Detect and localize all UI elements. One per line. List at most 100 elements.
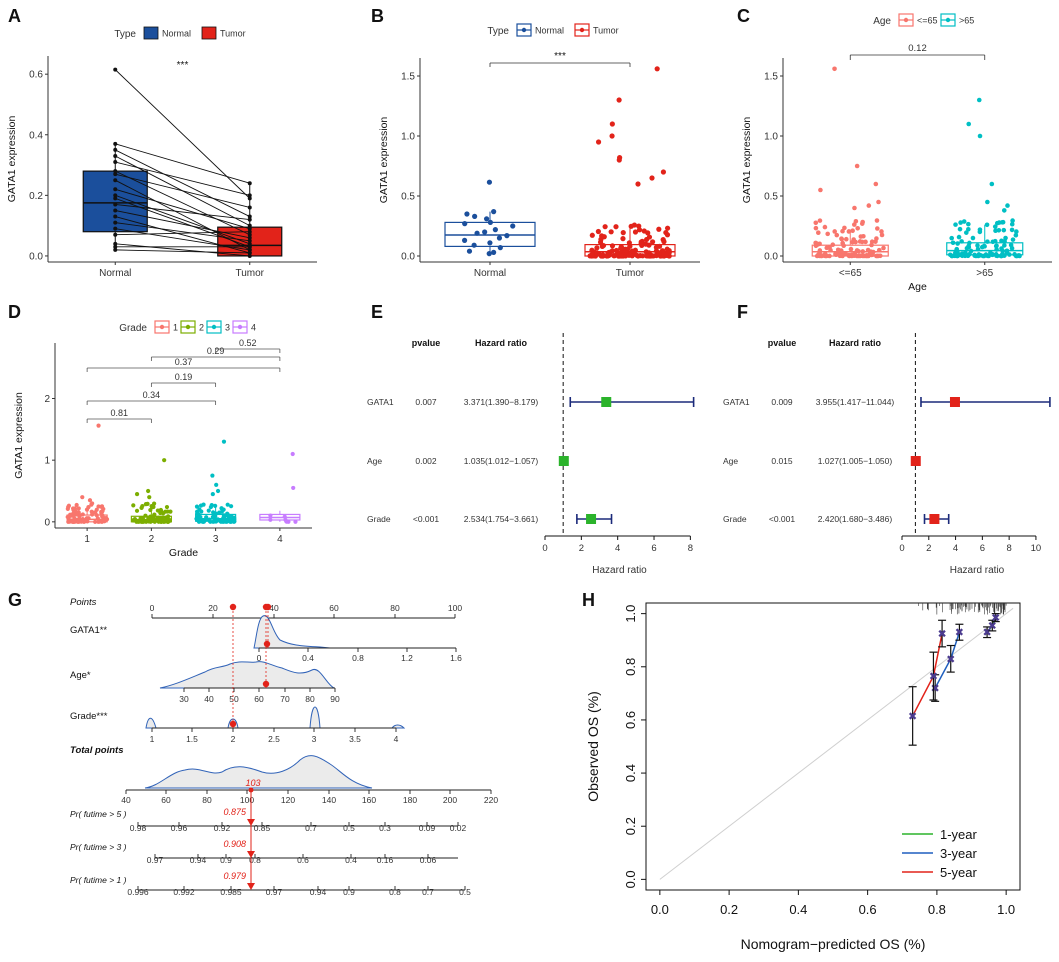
paired-point bbox=[247, 181, 252, 186]
jitter-point bbox=[661, 239, 667, 245]
nomogram-point-marker bbox=[229, 603, 237, 611]
legend-label: 3-year bbox=[940, 846, 978, 861]
jitter-point bbox=[975, 243, 980, 248]
jitter-point bbox=[74, 502, 79, 508]
jitter-point bbox=[851, 237, 856, 242]
legend-swatch-dot bbox=[185, 324, 191, 330]
paired-point bbox=[247, 238, 252, 243]
legend-title: Type bbox=[487, 26, 509, 37]
y-tick-label: 1.5 bbox=[764, 72, 778, 83]
jitter-point bbox=[594, 245, 600, 251]
calibration-point: ✖ bbox=[955, 627, 964, 639]
jitter-point bbox=[99, 504, 105, 509]
paired-point bbox=[113, 214, 118, 219]
legend-label: 5-year bbox=[940, 865, 978, 880]
jitter-point bbox=[165, 516, 170, 521]
jitter-point bbox=[268, 517, 273, 522]
outlier-point bbox=[147, 495, 152, 500]
nomogram-tick-label: 180 bbox=[403, 795, 417, 805]
x-axis-label: Hazard ratio bbox=[950, 565, 1005, 576]
jitter-point bbox=[822, 224, 828, 230]
nomogram-tick-label: 80 bbox=[202, 795, 212, 805]
nomogram-tick-label: 0.97 bbox=[266, 887, 283, 897]
outlier-point bbox=[1001, 208, 1007, 213]
jitter-point bbox=[608, 229, 614, 235]
jitter-point bbox=[865, 247, 871, 253]
jitter-point bbox=[966, 226, 971, 232]
jitter-point bbox=[653, 244, 659, 250]
nomogram-tick-label: 0.7 bbox=[422, 887, 434, 897]
outlier-point bbox=[985, 199, 990, 205]
outlier-point bbox=[976, 97, 982, 103]
x-tick-label: 0.2 bbox=[720, 902, 738, 917]
paired-point bbox=[247, 205, 252, 210]
jitter-point bbox=[1000, 220, 1005, 225]
outlier-point bbox=[215, 488, 221, 494]
outlier-point bbox=[616, 97, 622, 103]
jitter-point bbox=[483, 216, 490, 222]
nomogram-tick-label: 120 bbox=[281, 795, 295, 805]
x-tick-label: 3 bbox=[213, 534, 219, 545]
calibration-point: ✖ bbox=[988, 621, 997, 633]
jitter-point bbox=[94, 513, 99, 518]
outlier-point bbox=[977, 133, 983, 139]
x-tick-label: Tumor bbox=[616, 268, 645, 279]
jitter-point bbox=[504, 233, 510, 239]
row-hr-text: 2.420(1.680−3.486) bbox=[818, 514, 893, 524]
x-tick-label: 0.4 bbox=[789, 902, 807, 917]
jitter-point bbox=[74, 512, 79, 517]
hr-marker bbox=[929, 514, 940, 524]
y-tick-label: 1.0 bbox=[401, 132, 415, 143]
nomogram-tick-label: 80 bbox=[390, 603, 400, 613]
paired-point bbox=[113, 226, 118, 231]
x-tick-label: 6 bbox=[980, 543, 985, 554]
paired-point bbox=[247, 196, 252, 201]
jitter-point bbox=[194, 509, 200, 514]
paired-point bbox=[247, 244, 252, 249]
jitter-point bbox=[828, 247, 833, 253]
nomogram-tick-label: 0.8 bbox=[389, 887, 401, 897]
jitter-point bbox=[843, 251, 848, 256]
nomogram-tick-label: 0.996 bbox=[127, 887, 149, 897]
nomogram-tick-label: 40 bbox=[269, 603, 279, 613]
jitter-point bbox=[999, 253, 1005, 259]
jitter-point bbox=[152, 518, 157, 524]
x-tick-label: 4 bbox=[615, 543, 620, 554]
x-tick-label: 8 bbox=[1006, 543, 1011, 554]
nomogram-tick-label: 140 bbox=[322, 795, 336, 805]
significance-label: *** bbox=[554, 51, 566, 62]
x-tick-label: 0.0 bbox=[651, 902, 669, 917]
jitter-point bbox=[992, 224, 998, 229]
x-tick-label: Normal bbox=[99, 268, 131, 279]
jitter-point bbox=[613, 224, 619, 230]
jitter-point bbox=[1004, 250, 1010, 256]
jitter-point bbox=[613, 247, 620, 254]
nomogram-survival-value: 0.979 bbox=[223, 871, 246, 881]
y-axis-label: GATA1 expression bbox=[741, 117, 753, 204]
jitter-point bbox=[970, 235, 976, 241]
jitter-point bbox=[94, 507, 99, 512]
row-name: Age bbox=[723, 456, 738, 466]
outlier-point bbox=[654, 66, 660, 72]
jitter-point bbox=[656, 226, 662, 232]
jitter-point bbox=[68, 518, 73, 523]
jitter-point bbox=[282, 514, 287, 519]
nomogram-tick-label: 0.6 bbox=[297, 855, 309, 865]
outlier-point bbox=[210, 491, 215, 497]
y-tick-label: 0.6 bbox=[29, 70, 43, 81]
outlier-point bbox=[96, 423, 101, 428]
jitter-point bbox=[197, 516, 202, 521]
paired-point bbox=[247, 241, 252, 246]
x-tick-label: 10 bbox=[1031, 543, 1042, 554]
jitter-point bbox=[199, 509, 204, 514]
jitter-point bbox=[982, 244, 987, 249]
paired-line bbox=[115, 161, 250, 196]
nomogram-row-label-grade: Grade*** bbox=[70, 711, 108, 722]
jitter-point bbox=[860, 253, 866, 259]
jitter-point bbox=[231, 519, 236, 524]
jitter-point bbox=[851, 222, 857, 227]
nomogram-tick-label: 40 bbox=[204, 694, 214, 704]
jitter-point bbox=[497, 245, 503, 251]
paired-point bbox=[247, 247, 252, 252]
nomogram-tick-label: 0.4 bbox=[302, 653, 314, 663]
